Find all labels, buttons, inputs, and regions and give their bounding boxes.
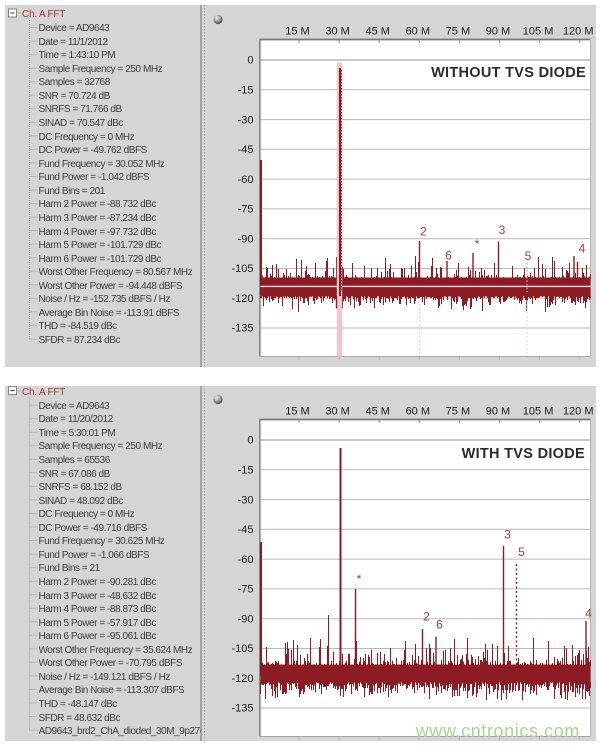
- svg-text:-105: -105: [231, 643, 253, 655]
- svg-text:-30: -30: [238, 494, 254, 506]
- svg-text:15 M: 15 M: [285, 26, 309, 38]
- svg-text:6: 6: [436, 618, 443, 632]
- svg-text:*: *: [357, 572, 362, 586]
- svg-text:-30: -30: [238, 114, 254, 126]
- svg-text:105 M: 105 M: [523, 406, 554, 418]
- svg-text:-90: -90: [238, 233, 254, 245]
- svg-text:-135: -135: [231, 323, 253, 335]
- svg-text:3: 3: [499, 223, 506, 237]
- svg-text:WITHOUT TVS DIODE: WITHOUT TVS DIODE: [431, 65, 586, 81]
- svg-text:45 M: 45 M: [365, 26, 389, 38]
- svg-text:-15: -15: [238, 85, 254, 97]
- svg-text:-90: -90: [238, 613, 254, 625]
- svg-text:-60: -60: [238, 174, 254, 186]
- svg-text:6: 6: [445, 249, 452, 263]
- svg-text:90 M: 90 M: [486, 26, 510, 38]
- svg-text:90 M: 90 M: [486, 406, 510, 418]
- svg-text:5: 5: [518, 545, 525, 559]
- svg-text:15 M: 15 M: [285, 406, 309, 418]
- svg-text:-60: -60: [238, 554, 254, 566]
- svg-text:4: 4: [579, 242, 586, 256]
- svg-text:3: 3: [504, 528, 511, 542]
- svg-text:4: 4: [585, 607, 592, 621]
- svg-text:-45: -45: [238, 144, 254, 156]
- svg-text:60 M: 60 M: [406, 26, 430, 38]
- svg-text:-135: -135: [231, 703, 253, 715]
- svg-text:30 M: 30 M: [325, 406, 349, 418]
- svg-text:WITH TVS DIODE: WITH TVS DIODE: [462, 446, 585, 462]
- svg-text:2: 2: [423, 610, 430, 624]
- svg-text:-120: -120: [231, 673, 253, 685]
- svg-text:2: 2: [420, 225, 427, 239]
- svg-text:-75: -75: [238, 204, 254, 216]
- svg-text:-45: -45: [238, 524, 254, 536]
- svg-text:60 M: 60 M: [406, 406, 430, 418]
- svg-text:-15: -15: [238, 465, 254, 477]
- svg-text:75 M: 75 M: [446, 406, 470, 418]
- svg-text:0: 0: [247, 435, 253, 447]
- svg-text:-75: -75: [238, 584, 254, 596]
- svg-text:0: 0: [247, 55, 253, 67]
- svg-text:45 M: 45 M: [365, 406, 389, 418]
- svg-text:-120: -120: [231, 293, 253, 305]
- svg-text:30 M: 30 M: [325, 26, 349, 38]
- svg-text:105 M: 105 M: [523, 26, 554, 38]
- svg-text:*: *: [475, 237, 480, 251]
- svg-text:-105: -105: [231, 263, 253, 275]
- svg-text:5: 5: [525, 249, 532, 263]
- svg-text:120 M: 120 M: [563, 406, 594, 418]
- svg-text:75 M: 75 M: [446, 26, 470, 38]
- svg-text:120 M: 120 M: [563, 26, 594, 38]
